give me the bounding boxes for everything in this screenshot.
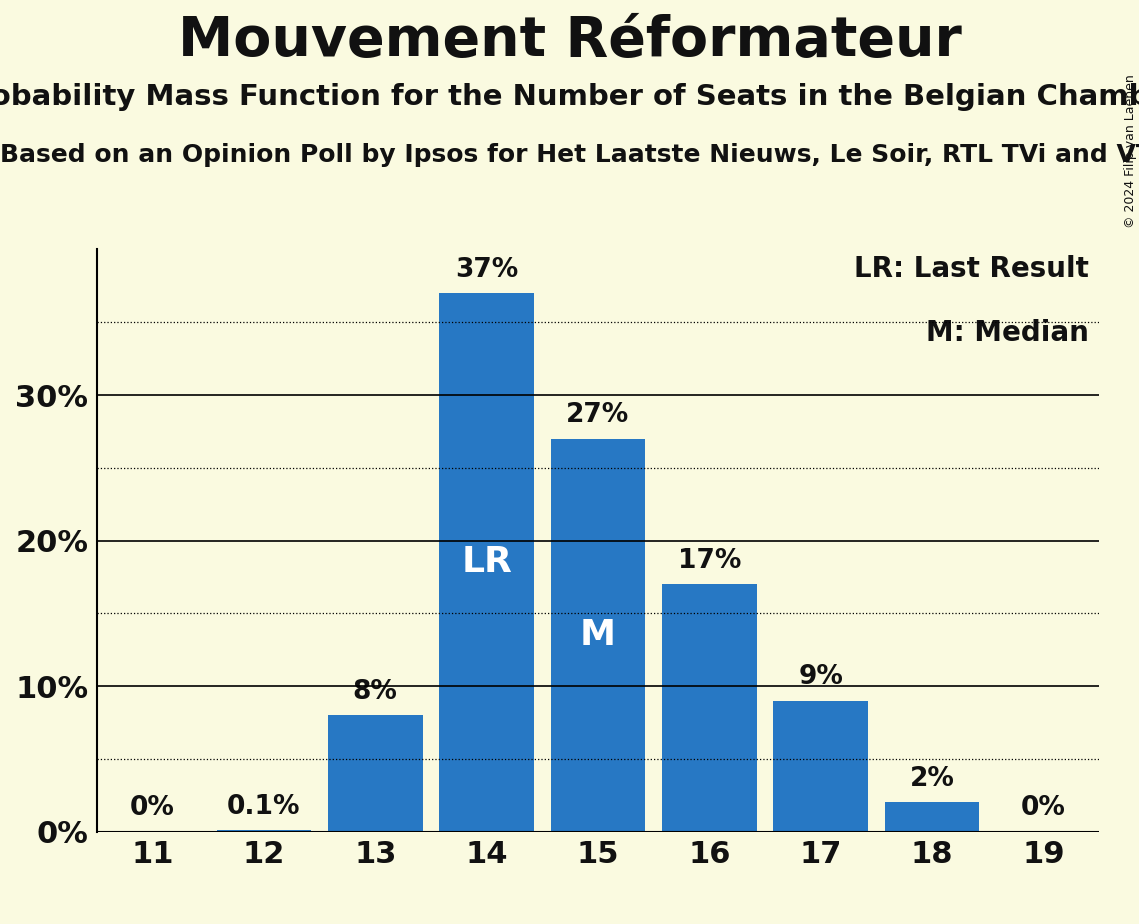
Text: 9%: 9% (798, 664, 843, 690)
Bar (440, 293, 534, 832)
Bar (773, 700, 868, 832)
Bar (885, 802, 980, 832)
Text: 0%: 0% (1021, 796, 1066, 821)
Bar (328, 715, 423, 832)
Text: Probability Mass Function for the Number of Seats in the Belgian Chamber: Probability Mass Function for the Number… (0, 83, 1139, 111)
Bar (216, 830, 311, 832)
Text: 37%: 37% (454, 257, 518, 283)
Text: © 2024 Filip van Laenen: © 2024 Filip van Laenen (1124, 74, 1137, 227)
Text: 0.1%: 0.1% (227, 794, 301, 820)
Text: 27%: 27% (566, 403, 630, 429)
Text: 8%: 8% (353, 679, 398, 705)
Text: LR: LR (461, 545, 513, 579)
Text: M: M (580, 618, 616, 652)
Text: 0%: 0% (130, 796, 175, 821)
Text: LR: Last Result: LR: Last Result (854, 255, 1089, 284)
Bar (662, 584, 756, 832)
Text: M: Median: M: Median (926, 320, 1089, 347)
Text: Mouvement Réformateur: Mouvement Réformateur (178, 14, 961, 67)
Bar (550, 439, 646, 832)
Text: Based on an Opinion Poll by Ipsos for Het Laatste Nieuws, Le Soir, RTL TVi and V: Based on an Opinion Poll by Ipsos for He… (0, 143, 1139, 167)
Text: 2%: 2% (910, 766, 954, 792)
Text: 17%: 17% (678, 548, 741, 574)
